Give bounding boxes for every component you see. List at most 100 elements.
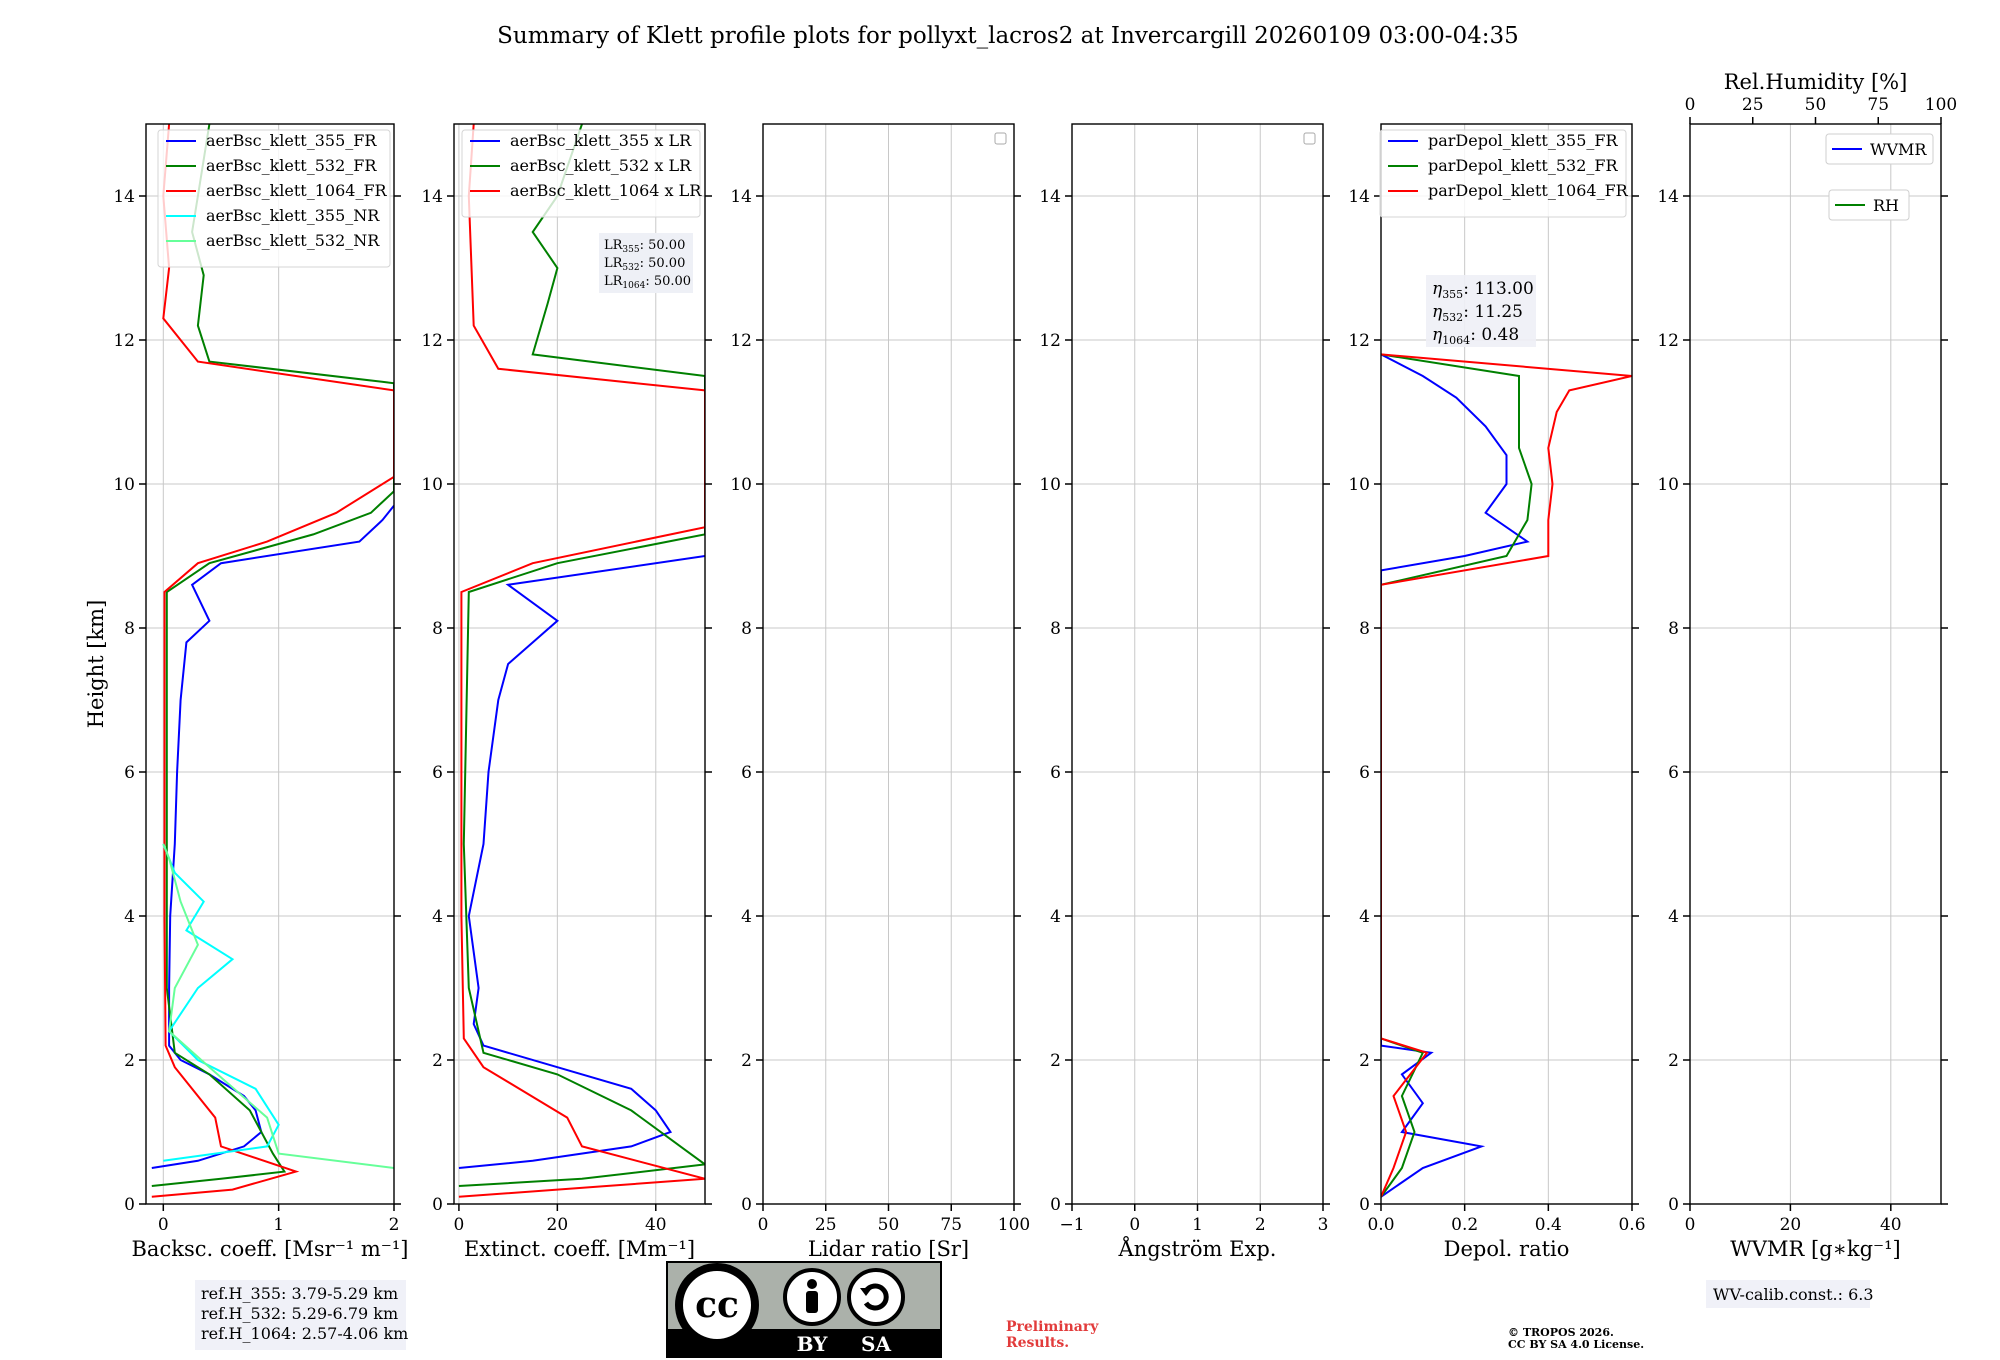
panel-depol: 0 2 4 6 8 10 12 14 0.0 0.2 0.4 0.6 Depol. ratio parDe… (1348, 123, 1646, 1261)
x-tick-label: 40 (1880, 1215, 1902, 1235)
y-tick-label: 10 (1657, 475, 1679, 495)
axes-frame (453, 123, 706, 1205)
cc-by-sa-badge[interactable]: cc BY SA (666, 1261, 942, 1358)
y-tick-label: 14 (730, 187, 752, 207)
figure-title: Summary of Klett profile plots for polly… (497, 23, 1519, 49)
copyright-text: © TROPOS 2026. (1508, 1326, 1614, 1339)
y-tick-label: 10 (113, 475, 135, 495)
preliminary-label: Preliminary (1006, 1319, 1099, 1335)
x-tick-label: 0.0 (1367, 1215, 1394, 1235)
sa-share-alike-icon (847, 1268, 905, 1326)
x-axis-label: Ångström Exp. (1118, 1236, 1277, 1261)
y-tick-label: 14 (1039, 187, 1061, 207)
x-tick-label: 3 (1318, 1215, 1329, 1235)
svg-text:LR532: 50.00: LR532: 50.00 (604, 256, 685, 273)
x-tick-label: 25 (815, 1215, 837, 1235)
panel-lidar_ratio: 0 2 4 6 8 10 12 14 0 25 50 75 100 Lidar ratio [Sr] (730, 123, 1030, 1261)
y-tick-label: 8 (124, 619, 135, 639)
y-tick-label: 2 (1359, 1051, 1370, 1071)
svg-text:WVMR: WVMR (1870, 140, 1927, 159)
empty-legend (1303, 132, 1316, 145)
y-tick-label: 12 (730, 331, 752, 351)
y-tick-label: 14 (1657, 187, 1679, 207)
y-tick-label: 4 (124, 907, 135, 927)
y-tick-label: 0 (432, 1195, 443, 1215)
axes-frame (145, 123, 395, 1205)
legend: aerBsc_klett_355 x LR aerBsc_klett_532 x … (461, 129, 702, 218)
y-axis-label: Height [km] (84, 600, 108, 729)
y-tick-label: 4 (741, 907, 752, 927)
x-tick-label: 0.6 (1618, 1215, 1645, 1235)
series-aerBsc_klett_1064 x LR (458, 124, 705, 1198)
y-tick-label: 10 (730, 475, 752, 495)
axes-frame (1380, 123, 1633, 1205)
x-tick-label: 0 (454, 1215, 465, 1235)
series-group (151, 124, 394, 1198)
x-tick-label: 100 (998, 1215, 1030, 1235)
by-label: BY (797, 1332, 829, 1356)
y-tick-label: 8 (1050, 619, 1061, 639)
legend-label: aerBsc_klett_355_NR (206, 206, 380, 225)
x-tick-label: 0 (1685, 1215, 1696, 1235)
x-axis-label: Lidar ratio [Sr] (808, 1237, 969, 1261)
top-x-tick-label: 100 (1925, 95, 1957, 115)
y-tick-label: 0 (124, 1195, 135, 1215)
x-tick-label: 0 (1129, 1215, 1140, 1235)
x-tick-label: 0.2 (1451, 1215, 1478, 1235)
y-tick-label: 4 (1668, 907, 1679, 927)
series-group (458, 124, 705, 1198)
x-tick-label: 0 (758, 1215, 769, 1235)
wv-calib-text: WV-calib.const.: 6.3 (1713, 1285, 1874, 1304)
svg-text:LR355: 50.00: LR355: 50.00 (604, 238, 685, 255)
y-tick-label: 14 (421, 187, 443, 207)
y-tick-label: 4 (432, 907, 443, 927)
series-aerBsc_klett_532_NR (162, 843, 394, 1169)
legend: aerBsc_klett_355_FR aerBsc_klett_532_FRae… (157, 129, 391, 268)
y-tick-label: 6 (124, 763, 135, 783)
x-tick-label: 0.4 (1535, 1215, 1562, 1235)
y-tick-label: 2 (1050, 1051, 1061, 1071)
empty-legend (994, 132, 1007, 145)
license-text: CC BY SA 4.0 License. (1508, 1338, 1644, 1351)
y-tick-label: 8 (432, 619, 443, 639)
y-tick-label: 2 (1668, 1051, 1679, 1071)
series-parDepol_klett_1064_FR (1381, 353, 1632, 1198)
x-tick-label: 2 (389, 1215, 400, 1235)
y-tick-label: 10 (421, 475, 443, 495)
y-tick-label: 10 (1348, 475, 1370, 495)
svg-text:η1064: 0.48: η1064: 0.48 (1432, 325, 1519, 347)
x-tick-label: 50 (878, 1215, 900, 1235)
y-tick-label: 0 (1050, 1195, 1061, 1215)
ref-height-box: ref.H_355: 3.79-5.29 km ref.H_532: 5.29-… (195, 1280, 408, 1350)
top-x-axis-label: Rel.Humidity [%] (1724, 70, 1908, 94)
y-tick-label: 2 (741, 1051, 752, 1071)
x-tick-label: 1 (1192, 1215, 1203, 1235)
series-aerBsc_klett_355 x LR (458, 555, 705, 1169)
axes-frame (1689, 123, 1942, 1205)
legend-label: aerBsc_klett_1064_FR (206, 181, 388, 200)
svg-text:LR1064: 50.00: LR1064: 50.00 (604, 274, 691, 291)
y-tick-label: 0 (741, 1195, 752, 1215)
x-tick-label: 40 (645, 1215, 667, 1235)
x-axis-label: WVMR [g∗kg⁻¹] (1730, 1237, 1901, 1261)
legend-label: aerBsc_klett_1064 x LR (510, 181, 702, 200)
top-x-tick-label: 50 (1805, 95, 1827, 115)
y-tick-label: 6 (432, 763, 443, 783)
y-tick-label: 12 (421, 331, 443, 351)
x-tick-label: 0 (158, 1215, 169, 1235)
series-aerBsc_klett_532_FR (151, 124, 394, 1187)
x-tick-label: 75 (940, 1215, 962, 1235)
legend-label: aerBsc_klett_532_NR (206, 231, 380, 250)
legend-label: parDepol_klett_355_FR (1428, 131, 1619, 150)
results-label: Results. (1006, 1335, 1069, 1351)
x-tick-label: −1 (1059, 1215, 1084, 1235)
legend-label: aerBsc_klett_532 x LR (510, 156, 692, 175)
x-axis-label: Extinct. coeff. [Mm⁻¹] (464, 1237, 695, 1261)
y-tick-label: 0 (1668, 1195, 1679, 1215)
y-tick-label: 0 (1359, 1195, 1370, 1215)
top-x-tick-label: 75 (1867, 95, 1889, 115)
